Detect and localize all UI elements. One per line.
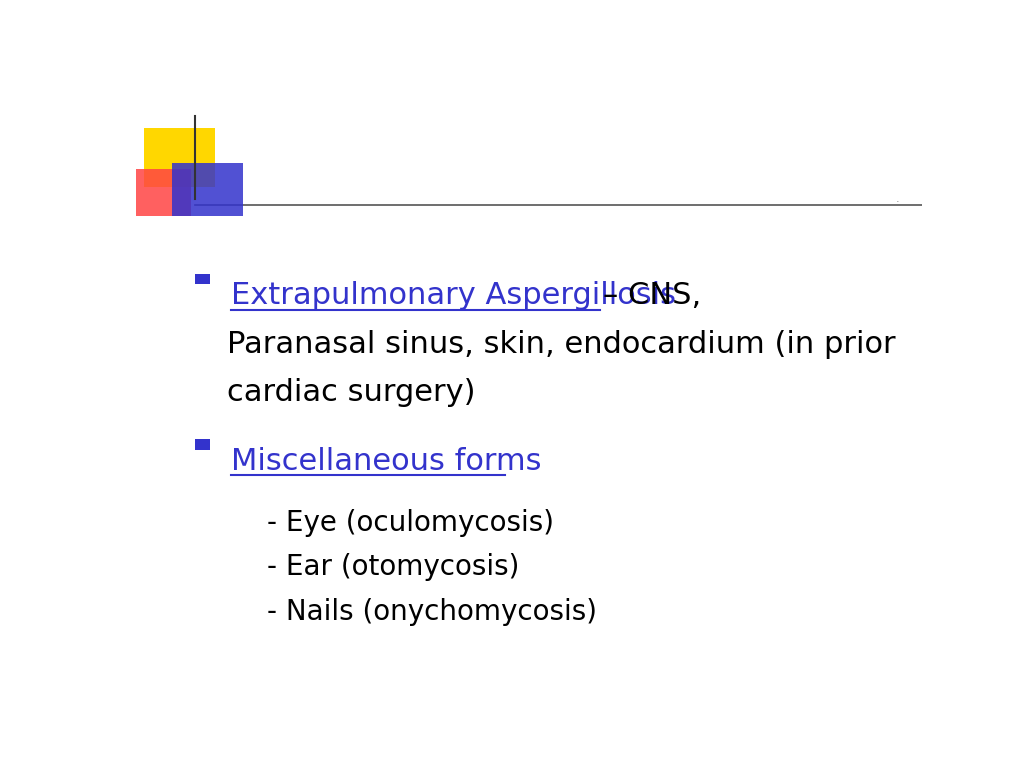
Text: - Eye (oculomycosis): - Eye (oculomycosis) (267, 509, 554, 537)
Text: Paranasal sinus, skin, endocardium (in prior: Paranasal sinus, skin, endocardium (in p… (227, 330, 896, 359)
Text: - Nails (onychomycosis): - Nails (onychomycosis) (267, 598, 597, 626)
FancyBboxPatch shape (196, 273, 210, 284)
Text: – CNS,: – CNS, (602, 281, 700, 310)
FancyBboxPatch shape (172, 163, 243, 217)
FancyBboxPatch shape (196, 439, 210, 450)
Text: cardiac surgery): cardiac surgery) (227, 378, 476, 407)
FancyBboxPatch shape (143, 127, 215, 187)
Text: .: . (896, 194, 900, 204)
Text: Extrapulmonary Aspergillosis: Extrapulmonary Aspergillosis (231, 281, 686, 310)
FancyBboxPatch shape (136, 169, 191, 217)
Text: Miscellaneous forms: Miscellaneous forms (231, 447, 542, 476)
Text: - Ear (otomycosis): - Ear (otomycosis) (267, 554, 519, 581)
